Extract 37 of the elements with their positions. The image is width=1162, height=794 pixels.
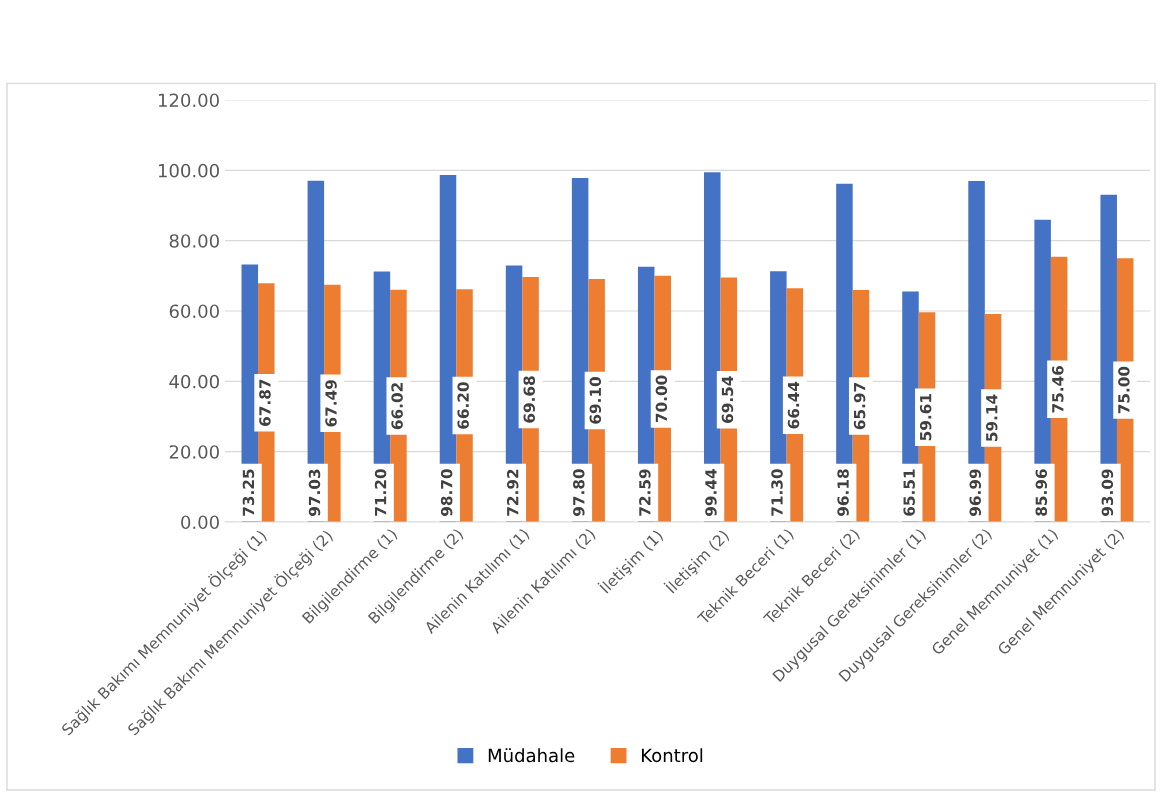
data-label: 59.14 — [985, 394, 998, 441]
data-label: 75.46 — [1052, 365, 1064, 413]
data-label: 96.18 — [837, 469, 849, 516]
y-tick-label: 120.00 — [158, 93, 219, 108]
data-label: 65.51 — [903, 469, 915, 516]
data-label: 67.87 — [259, 379, 271, 426]
data-label: 66.02 — [391, 383, 403, 430]
data-label: 97.80 — [573, 469, 585, 516]
data-label: 59.61 — [919, 394, 932, 441]
y-tick-label: 40.00 — [169, 374, 219, 389]
y-tick-label: 60.00 — [169, 304, 219, 319]
legend-label: Müdahale — [488, 748, 575, 763]
data-label: 75.00 — [1118, 366, 1130, 414]
y-tick-label: 20.00 — [169, 445, 219, 459]
data-label: 98.70 — [440, 469, 453, 516]
y-tick-label: 80.00 — [169, 234, 219, 248]
data-label: 97.03 — [308, 469, 321, 516]
y-tick-label: 0.00 — [181, 515, 219, 530]
data-label: 69.68 — [523, 376, 536, 423]
data-label: 66.44 — [787, 381, 800, 429]
data-label: 67.49 — [325, 380, 337, 427]
data-label: 66.20 — [457, 382, 469, 429]
data-label: 72.92 — [506, 469, 519, 516]
data-label: 71.20 — [374, 469, 387, 516]
data-label: 70.00 — [655, 375, 668, 423]
data-label: 65.97 — [853, 383, 866, 430]
data-label: 69.10 — [589, 377, 602, 424]
data-label: 69.54 — [721, 376, 734, 423]
data-label: 93.09 — [1101, 469, 1114, 516]
data-label: 85.96 — [1035, 469, 1048, 516]
data-label: 72.59 — [639, 469, 651, 516]
data-label: 99.44 — [705, 469, 717, 516]
data-label: 73.25 — [242, 469, 255, 516]
legend-label: Kontrol — [642, 748, 703, 763]
data-label: 96.99 — [969, 469, 981, 516]
data-label: 71.30 — [771, 469, 783, 516]
y-tick-label: 100.00 — [158, 163, 219, 178]
